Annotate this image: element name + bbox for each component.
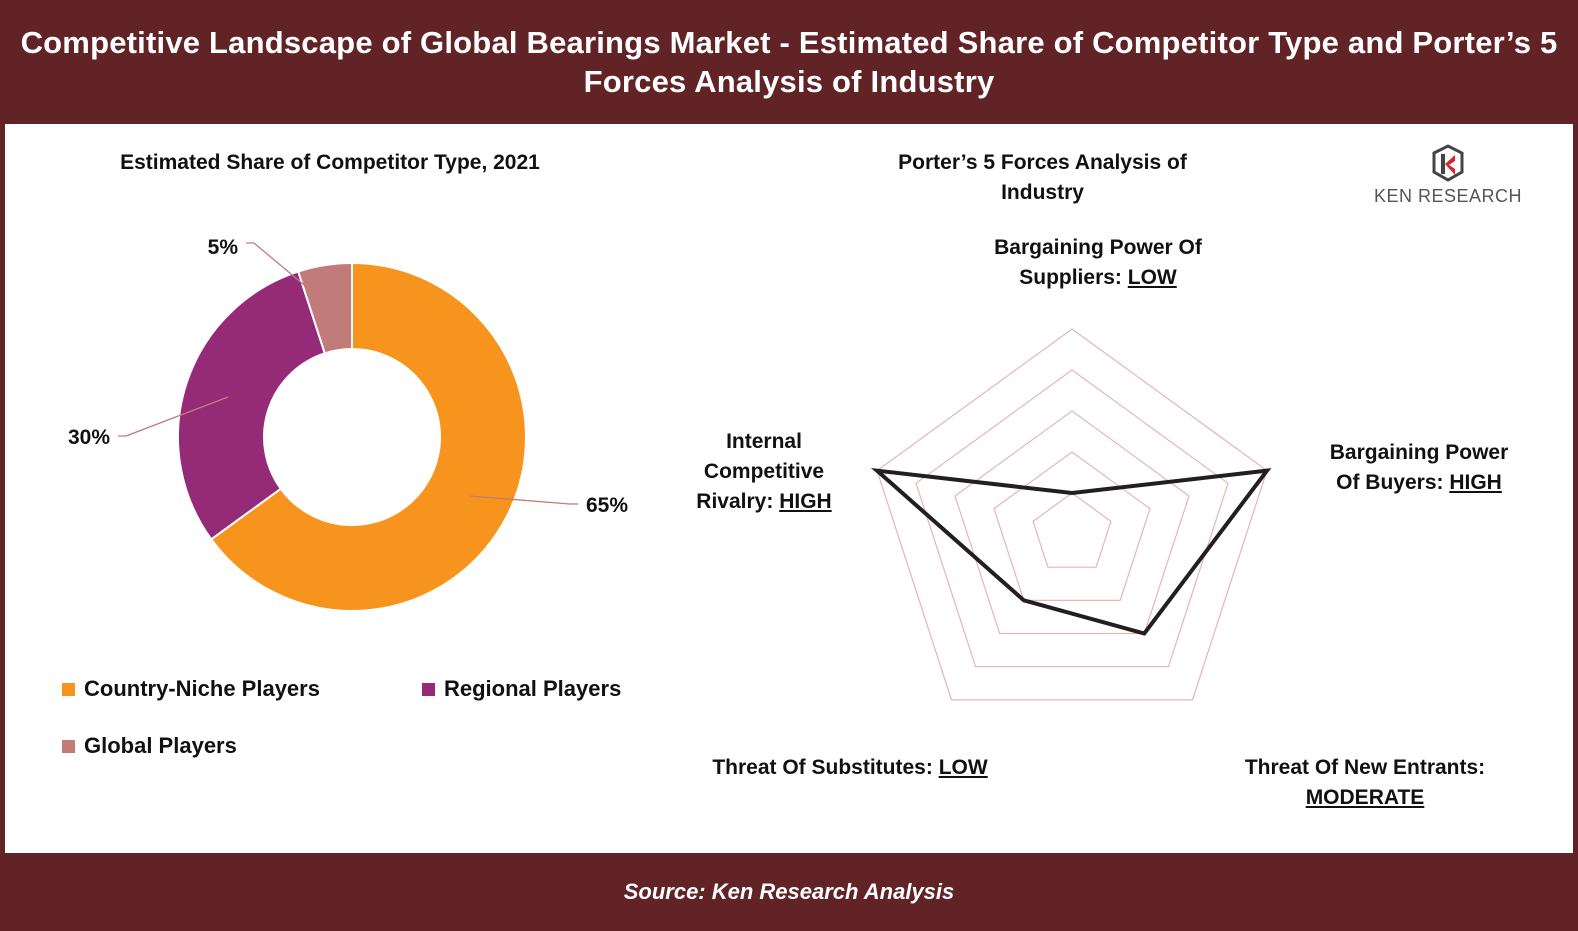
force-label-new-entrants: Threat Of New Entrants: MODERATE — [1244, 756, 1486, 809]
donut-value-label: 30% — [68, 426, 110, 449]
force-label-buyers: Bargaining Power Of Buyers: HIGH — [1329, 441, 1509, 494]
donut-chart-title: Estimated Share of Competitor Type, 2021 — [120, 151, 540, 174]
frame-left-border — [0, 124, 5, 853]
force-rating: LOW — [1127, 266, 1177, 289]
force-rating: MODERATE — [1305, 786, 1425, 809]
frame-right-border — [1573, 124, 1578, 853]
page-title: Competitive Landscape of Global Bearings… — [20, 25, 1558, 99]
force-rating: HIGH — [1449, 471, 1502, 494]
donut-slice-0 — [209, 261, 527, 612]
radar-grid-ring-4 — [915, 369, 1229, 668]
donut-value-label: 5% — [208, 236, 239, 259]
radar-series-line — [870, 467, 1272, 636]
donut-leader-line — [118, 396, 229, 437]
radar-chart — [870, 328, 1272, 701]
force-label-suppliers: Bargaining Power Of Suppliers: LOW — [994, 236, 1202, 289]
legend-label: Regional Players — [444, 676, 622, 701]
force-rating: LOW — [938, 756, 988, 779]
force-label-rivalry: Internal Competitive Rivalry: HIGH — [696, 430, 832, 513]
force-label-substitutes: Threat Of Substitutes: LOW — [712, 756, 988, 779]
legend-label: Country-Niche Players — [84, 676, 320, 701]
legend-swatch-country-niche — [62, 682, 75, 696]
source-note: Source: Ken Research Analysis — [623, 879, 955, 904]
radar-grid-ring-1 — [1032, 492, 1112, 568]
radar-grid-ring-5 — [876, 328, 1268, 701]
header-banner: Competitive Landscape of Global Bearings… — [0, 0, 1578, 124]
donut-value-label: 65% — [586, 494, 628, 517]
donut-leader-line — [246, 242, 329, 306]
legend-label: Global Players — [84, 733, 237, 758]
logo-text: KEN RESEARCH — [1373, 186, 1523, 206]
donut-slice-1 — [177, 270, 327, 541]
donut-leader-line — [469, 495, 578, 505]
footer-banner: Source: Ken Research Analysis — [0, 853, 1578, 931]
donut-chart: 65% 30% 5% — [68, 236, 628, 612]
legend-swatch-regional — [422, 682, 435, 696]
force-rating: HIGH — [779, 490, 832, 513]
legend-item-global: Global Players — [62, 733, 237, 759]
donut-slice-2 — [296, 261, 353, 355]
ken-research-logo-icon — [1432, 144, 1464, 182]
legend-item-country-niche: Country-Niche Players — [62, 676, 320, 702]
legend-swatch-global — [62, 739, 75, 753]
legend-item-regional: Regional Players — [422, 676, 621, 702]
radar-grid-ring-2 — [993, 451, 1151, 601]
radar-chart-title: Porter’s 5 Forces Analysis of Industry — [898, 151, 1187, 204]
